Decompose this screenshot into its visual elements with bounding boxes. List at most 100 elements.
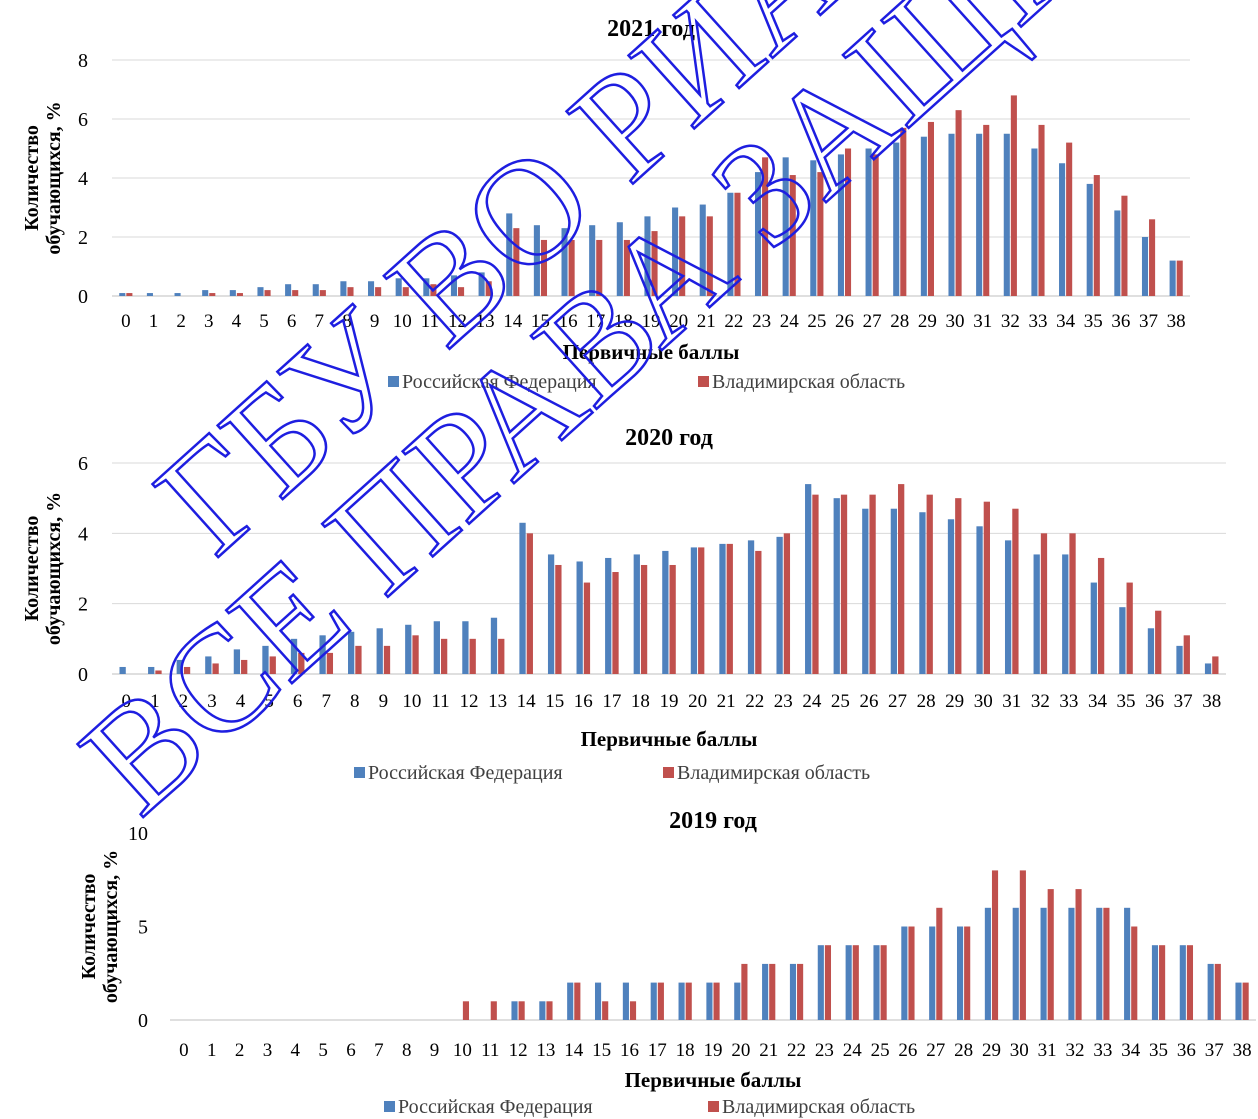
x-tick-label: 4	[291, 1040, 301, 1061]
x-tick-label: 12	[509, 1040, 528, 1061]
bar-vladimir	[1103, 908, 1109, 1020]
bar-rf	[405, 625, 411, 674]
bar-rf	[901, 927, 907, 1021]
x-tick-label: 6	[346, 1040, 356, 1061]
x-tick-label: 7	[374, 1040, 384, 1061]
bar-vladimir	[686, 983, 692, 1020]
legend-swatch-vladimir	[708, 1101, 719, 1112]
bar-rf	[548, 554, 554, 674]
bar-vladimir	[956, 110, 962, 296]
x-tick-label: 35	[1084, 311, 1103, 332]
bar-vladimir	[384, 646, 390, 674]
x-tick-label: 36	[1145, 691, 1164, 712]
bar-rf	[691, 547, 697, 674]
bar-rf	[1068, 908, 1074, 1020]
bar-rf	[285, 284, 291, 296]
bar-vladimir	[797, 964, 803, 1020]
bar-rf	[893, 143, 899, 296]
bar-rf	[340, 281, 346, 296]
bar-vladimir	[546, 1001, 552, 1020]
bar-rf	[1062, 554, 1068, 674]
x-tick-label: 7	[315, 311, 325, 332]
legend-label-rf: Российская Федерация	[368, 762, 563, 784]
bar-rf	[1180, 945, 1186, 1020]
x-tick-label: 5	[318, 1040, 328, 1061]
x-tick-label: 34	[1056, 311, 1076, 332]
bar-rf	[1119, 607, 1125, 674]
bar-vladimir	[491, 1001, 497, 1020]
bar-vladimir	[1187, 945, 1193, 1020]
bar-rf	[1114, 210, 1120, 296]
bar-vladimir	[714, 983, 720, 1020]
bar-vladimir	[679, 216, 685, 296]
bar-vladimir	[1041, 533, 1047, 674]
x-tick-label: 2	[179, 691, 189, 712]
bar-rf	[810, 160, 816, 296]
bar-rf	[734, 983, 740, 1020]
x-tick-label: 32	[1066, 1040, 1085, 1061]
legend-swatch-rf	[388, 376, 399, 387]
bar-rf	[462, 621, 468, 674]
bar-rf	[679, 983, 685, 1020]
bar-vladimir	[762, 157, 768, 296]
x-tick-label: 22	[745, 691, 764, 712]
bar-rf	[1013, 908, 1019, 1020]
x-tick-label: 38	[1202, 691, 1221, 712]
bar-rf	[948, 519, 954, 674]
bar-vladimir	[983, 125, 989, 296]
x-tick-label: 3	[207, 691, 217, 712]
bar-vladimir	[1177, 261, 1183, 296]
bar-vladimir	[900, 128, 906, 296]
bar-vladimir	[584, 583, 590, 674]
y-tick-label: 10	[128, 823, 148, 845]
bar-rf	[257, 287, 263, 296]
bar-rf	[706, 983, 712, 1020]
x-tick-label: 12	[448, 311, 467, 332]
bar-rf	[396, 278, 402, 296]
bar-rf	[595, 983, 601, 1020]
x-tick-label: 5	[264, 691, 274, 712]
bar-rf	[783, 157, 789, 296]
bar-rf	[862, 509, 868, 674]
bar-vladimir	[1155, 611, 1161, 674]
y-tick-label: 0	[78, 664, 88, 686]
bar-vladimir	[790, 175, 796, 296]
bar-vladimir	[769, 964, 775, 1020]
bar-rf	[957, 927, 963, 1021]
x-tick-label: 4	[232, 311, 242, 332]
bar-vladimir	[209, 293, 215, 296]
legend: Российская Федерация Владимирская область	[388, 371, 905, 393]
x-tick-label: 20	[731, 1040, 750, 1061]
x-tick-label: 26	[835, 311, 854, 332]
bar-rf	[511, 1001, 517, 1020]
bar-rf	[491, 618, 497, 674]
bar-vladimir	[825, 945, 831, 1020]
bar-vladimir	[355, 646, 361, 674]
x-tick-label: 5	[259, 311, 269, 332]
x-tick-label: 10	[402, 691, 421, 712]
bar-rf	[451, 275, 457, 296]
bar-vladimir	[486, 281, 492, 296]
x-tick-label: 8	[342, 311, 352, 332]
y-axis-title: Количествообучающихся, %	[21, 492, 65, 645]
y-axis-title: Количествообучающихся, %	[21, 101, 65, 254]
x-axis-title: Первичные баллы	[625, 1068, 802, 1092]
bar-rf	[929, 927, 935, 1021]
x-tick-label: 28	[890, 311, 909, 332]
x-tick-label: 32	[1031, 691, 1050, 712]
bar-vladimir	[184, 667, 190, 674]
x-tick-label: 13	[488, 691, 507, 712]
bar-rf	[672, 208, 678, 297]
bar-vladimir	[698, 547, 704, 674]
x-tick-label: 0	[179, 1040, 189, 1061]
chart-title: 2019 год	[669, 808, 757, 834]
bar-vladimir	[1121, 196, 1127, 296]
x-axis-title: Первичные баллы	[563, 340, 740, 364]
bar-rf	[1091, 583, 1097, 674]
bar-rf	[1148, 628, 1154, 674]
x-tick-label: 15	[592, 1040, 611, 1061]
bar-rf	[313, 284, 319, 296]
x-tick-label: 16	[620, 1040, 639, 1061]
x-tick-label: 21	[759, 1040, 778, 1061]
